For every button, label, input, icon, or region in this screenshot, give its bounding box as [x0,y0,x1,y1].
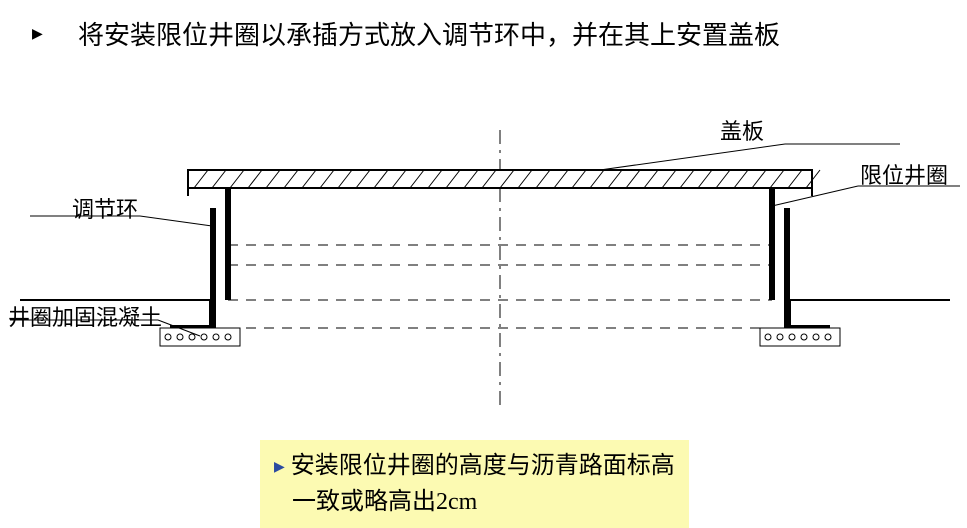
headline-text: 将安装限位井圈以承插方式放入调节环中，并在其上安置盖板 [78,18,780,54]
note-line2: 一致或略高出2cm [292,489,477,515]
note-bullet: ▶ [274,460,285,475]
headline-bullet: ▶ [32,28,43,42]
diagram-svg [0,130,967,410]
note-line1: 安装限位井圈的高度与沥青路面标高 [291,453,675,479]
note-box: ▶ 安装限位井圈的高度与沥青路面标高 一致或略高出2cm [260,440,689,528]
page-root: ▶ 将安装限位井圈以承插方式放入调节环中，并在其上安置盖板 盖板 限位井圈 调节… [0,0,967,527]
